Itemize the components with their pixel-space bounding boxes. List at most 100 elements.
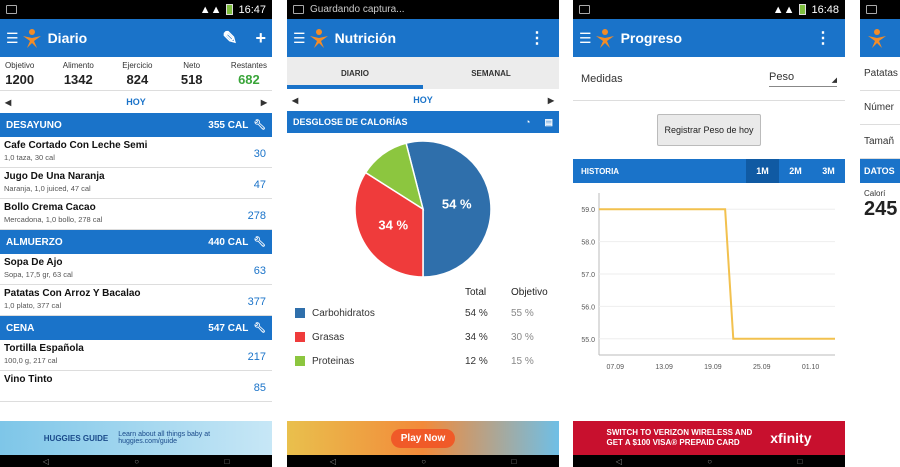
tab-diario[interactable]: DIARIO [287,57,423,89]
image-notification-icon [866,5,877,14]
meal-header-almuerzo[interactable]: ALMUERZO 440 CAL 🔧︎ [0,230,272,254]
recent-apps-icon[interactable]: □ [797,456,803,466]
screen-partial: Patatas Númer Tamañ DATOS Calorí 245 [860,0,900,467]
back-icon[interactable]: ◁ [42,456,49,466]
range-1m-button[interactable]: 1M [746,159,779,183]
tab-semanal[interactable]: SEMANAL [471,68,511,78]
y-tick-label: 55.0 [581,337,595,344]
app-bar: ☰ Diario ✎ + [0,19,272,57]
clock-icon[interactable]: ◔ [525,116,531,127]
screen-progreso: ▲▲ 16:48 ☰ Progreso ⋮ Medidas Peso ◢ Regis… [573,0,845,467]
clock: 16:48 [811,3,839,16]
menu-icon[interactable]: ☰ [579,29,592,46]
size-row[interactable]: Tamañ [860,125,900,159]
home-icon[interactable]: ○ [134,456,140,466]
tab-bar: DIARIO SEMANAL [287,57,559,89]
wrench-icon[interactable]: 🔧︎ [253,236,266,248]
food-item[interactable]: Vino Tinto 85 [0,371,272,402]
status-bar: Guardando captura... [287,0,559,19]
pie-label: 54 % [442,197,472,212]
pie-svg: 54 % 34 % [354,140,492,278]
range-2m-button[interactable]: 2M [789,166,802,176]
pie-slice-proteinas [364,142,425,211]
add-icon[interactable]: + [255,27,266,48]
legend-row-proteinas: Proteinas 12 % 15 % [287,349,559,373]
ad-line2: GET A $100 VISA® PREPAID CARD [606,438,740,447]
back-icon[interactable]: ◁ [615,456,622,466]
next-day-icon[interactable]: ▶ [547,95,554,105]
app-bar [860,19,900,57]
screen-nutricion: Guardando captura... ☰ Nutrición ⋮ DIARI… [287,0,559,467]
ad-banner[interactable]: Play Now [287,421,559,455]
android-nav-bar: ◁ ○ □ [0,455,272,467]
calories-label: Calorí [864,189,886,198]
summary-neto: Neto 518 [180,61,203,87]
day-navigator: ◀ HOY ▶ [287,89,559,111]
food-item[interactable]: Patatas Con Arroz Y Bacalao 1,0 plato, 37… [0,285,272,316]
wrench-icon[interactable]: 🔧︎ [253,322,266,334]
signal-icon: ▲▲ [199,3,222,16]
food-item[interactable]: Cafe Cortado Con Leche Semi 1,0 taza, 30 … [0,137,272,168]
legend-header: Total Objetivo [287,283,559,301]
food-item[interactable]: Tortilla Española 100,0 g, 217 cal 217 [0,340,272,371]
list-icon[interactable]: ▤ [544,116,553,127]
home-icon[interactable]: ○ [707,456,713,466]
home-icon[interactable]: ○ [421,456,427,466]
meal-header-cena[interactable]: CENA 547 CAL 🔧︎ [0,316,272,340]
back-icon[interactable]: ◁ [329,456,336,466]
image-notification-icon [293,5,304,14]
number-row[interactable]: Númer [860,91,900,125]
prev-day-icon[interactable]: ◀ [292,95,299,105]
food-name-row[interactable]: Patatas [860,57,900,91]
register-weight-button[interactable]: Registrar Peso de hoy [657,114,761,146]
recent-apps-icon[interactable]: □ [511,456,517,466]
status-bar: ▲▲ 16:48 [573,0,845,19]
pie-chart: 54 % 34 % [287,133,559,283]
ad-text: Learn about all things baby at huggies.c… [118,431,211,445]
battery-icon [799,4,807,15]
y-tick-label: 59.0 [581,207,595,214]
status-bar [860,0,900,19]
overflow-menu-icon[interactable]: ⋮ [815,30,831,47]
next-day-icon[interactable]: ▶ [260,97,267,107]
calorie-summary: Objetivo 1200 Alimento 1342 Ejercicio 824 N… [0,57,272,91]
food-item[interactable]: Sopa De Ajo Sopa, 17,5 gr, 63 cal 63 [0,254,272,285]
clock: 16:47 [238,3,266,16]
app-logo-icon [866,27,888,49]
legend-objetivo: 30 % [511,331,534,343]
legend-name: Grasas [312,331,345,343]
x-tick-label: 19.09 [704,364,722,371]
app-bar: ☰ Nutrición ⋮ [287,19,559,57]
status-bar: ▲▲ 16:47 [0,0,272,19]
x-tick-label: 01.10 [802,364,820,371]
food-item[interactable]: Jugo De Una Naranja Naranja, 1,0 juiced, … [0,168,272,199]
app-logo-icon [308,27,330,49]
food-item[interactable]: Bollo Crema Cacao Mercadona, 1,0 bollo, 2… [0,199,272,230]
wrench-icon[interactable]: 🔧︎ [253,119,266,131]
x-tick-label: 13.09 [655,364,673,371]
meal-header-desayuno[interactable]: DESAYUNO 355 CAL 🔧︎ [0,113,272,137]
overflow-menu-icon[interactable]: ⋮ [529,30,545,47]
app-logo-icon [21,27,43,49]
menu-icon[interactable]: ☰ [6,29,19,46]
legend-name: Proteinas [312,355,355,367]
status-text: Guardando captura... [310,4,405,15]
screen-diario: ▲▲ 16:47 ☰ Diario ✎ + Objetivo 1200 Alimen… [0,0,272,467]
signal-icon: ▲▲ [772,3,795,16]
ad-banner[interactable]: HUGGIES GUIDE Learn about all things bab… [0,421,272,455]
current-day: HOY [413,95,433,105]
menu-icon[interactable]: ☰ [293,29,306,46]
ad-brand: HUGGIES GUIDE [43,433,109,443]
range-3m-button[interactable]: 3M [822,166,835,176]
legend-objetivo: 55 % [511,307,534,319]
legend-row-grasas: Grasas 34 % 30 % [287,325,559,349]
y-tick-label: 56.0 [581,304,595,311]
play-now-button[interactable]: Play Now [390,428,456,448]
x-tick-label: 07.09 [607,364,625,371]
edit-icon[interactable]: ✎ [222,27,238,48]
prev-day-icon[interactable]: ◀ [5,97,12,107]
ad-banner[interactable]: SWITCH TO VERIZON WIRELESS AND GET A $100… [573,421,845,455]
medidas-select[interactable]: Peso ◢ [769,71,837,87]
recent-apps-icon[interactable]: □ [224,456,230,466]
calories-value: 245 [864,198,898,220]
